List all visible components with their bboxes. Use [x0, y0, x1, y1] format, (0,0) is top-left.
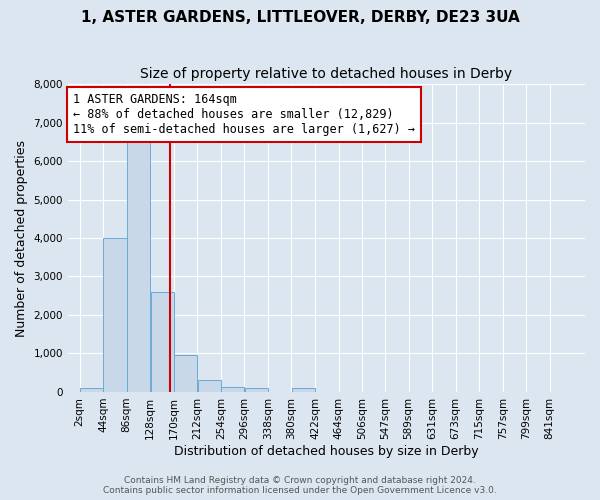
Title: Size of property relative to detached houses in Derby: Size of property relative to detached ho… — [140, 68, 512, 82]
Y-axis label: Number of detached properties: Number of detached properties — [15, 140, 28, 336]
Bar — [127, 142, 150, 392]
Bar — [103, 238, 127, 392]
X-axis label: Distribution of detached houses by size in Derby: Distribution of detached houses by size … — [174, 444, 479, 458]
Text: Contains HM Land Registry data © Crown copyright and database right 2024.
Contai: Contains HM Land Registry data © Crown c… — [103, 476, 497, 495]
Bar — [197, 380, 221, 392]
Bar — [292, 388, 315, 392]
Bar — [151, 292, 173, 392]
Bar — [174, 356, 197, 392]
Text: 1, ASTER GARDENS, LITTLEOVER, DERBY, DE23 3UA: 1, ASTER GARDENS, LITTLEOVER, DERBY, DE2… — [80, 10, 520, 25]
Bar — [221, 388, 244, 392]
Text: 1 ASTER GARDENS: 164sqm
← 88% of detached houses are smaller (12,829)
11% of sem: 1 ASTER GARDENS: 164sqm ← 88% of detache… — [73, 94, 415, 136]
Bar — [80, 388, 103, 392]
Bar — [245, 388, 268, 392]
